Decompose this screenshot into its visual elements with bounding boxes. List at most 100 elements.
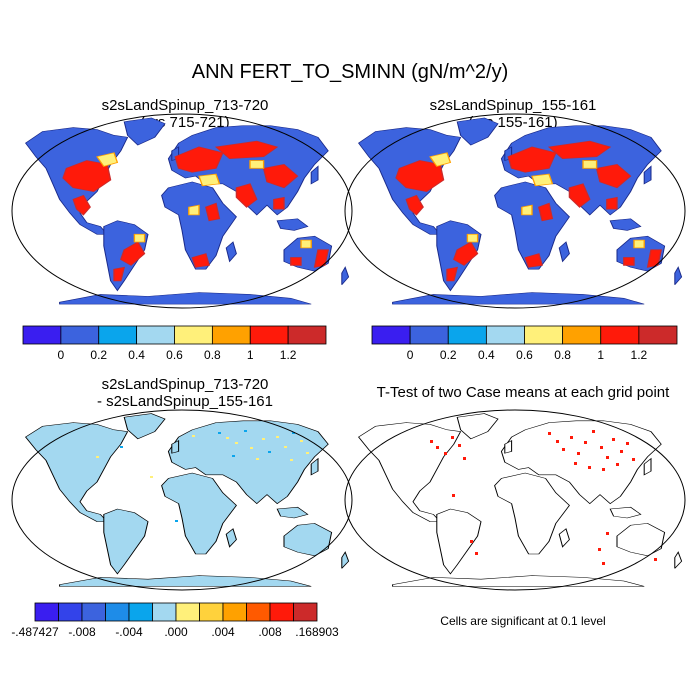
colorbar-2-swatch [485,325,525,345]
difference-specks [96,430,309,522]
difference-cell [250,447,253,449]
difference-cell [96,456,99,458]
significant-cell [620,450,623,453]
map-panel-1 [12,114,352,308]
difference-cell [235,442,238,444]
significant-cell [574,462,577,465]
panel-1-title-line1: s2sLandSpinup_713-720 [101,97,269,114]
colorbar-2-tick-label: 1.2 [631,348,648,362]
colorbar-3-tick-label: -.487427 [11,625,59,639]
colorbar-1-swatch [60,325,100,345]
significant-cell [602,562,605,565]
significant-cell [548,432,551,435]
colorbar-1-tick-label: 0.8 [204,348,221,362]
significant-cell [577,452,580,455]
colorbar-1-tick-label: 0 [58,348,65,362]
significant-cell [452,494,455,497]
colorbar-1-swatch [174,325,213,345]
colorbar-1-swatch [22,325,62,345]
colorbar-3-tick-label: .008 [258,625,282,639]
significant-cell [470,540,473,543]
significant-cell [616,463,619,466]
difference-cell [290,459,293,461]
colorbar-1-swatch [136,325,175,345]
panel-3-title: s2sLandSpinup_713-720 - s2sLandSpinup_15… [20,376,350,410]
difference-cell [244,430,247,432]
significant-cell [451,436,454,439]
colorbar-1-swatch [211,325,251,345]
colorbar-2-tick-label: 1 [597,348,604,362]
difference-cell [120,446,123,448]
panel-4-title: T-Test of two Case means at each grid po… [348,384,698,401]
significant-cell [606,456,609,459]
colorbar-3: -.487427 -.008 -.004 .000 .004 .008 .168903 [11,602,339,639]
colorbar-2-tick-label: 0 [407,348,414,362]
significant-cell [598,548,601,551]
colorbar-3-swatch [81,602,106,622]
colorbar-3-swatch [175,602,200,622]
colorbar-3-swatch [58,602,83,622]
difference-cell [262,438,265,440]
significant-cell [430,440,433,443]
colorbar-2-swatch [638,325,678,345]
colorbar-2-swatch [409,325,449,345]
significance-note: Cells are significant at 0.1 level [440,614,606,628]
colorbar-3-swatch [128,602,153,622]
significant-cell [602,468,605,471]
difference-cell [232,455,235,457]
colorbar-3-swatch [246,602,271,622]
significant-cell [562,448,565,451]
significant-cell [584,441,587,444]
colorbar-2-tick-label: 0.4 [478,348,495,362]
colorbar-1: 0 0.2 0.4 0.6 0.8 1 1.2 [22,325,327,362]
colorbar-2-tick-label: 0.6 [516,348,533,362]
colorbar-3-swatch [152,602,177,622]
colorbar-2-swatch [562,325,602,345]
significant-cell [436,446,439,449]
colorbar-2: 0 0.2 0.4 0.6 0.8 1 1.2 [371,325,678,362]
significant-cell [475,552,478,555]
colorbar-2-swatch [447,325,487,345]
significant-cell [458,444,461,447]
difference-cell [175,520,178,522]
colorbar-3-swatch [293,602,318,622]
colorbar-1-swatch [249,325,289,345]
panel-4-title-line1: T-Test of two Case means at each grid po… [376,384,670,401]
map-panel-4 [345,410,685,590]
significant-cell [588,466,591,469]
significant-cell [463,457,466,460]
difference-cell [226,437,229,439]
difference-cell [150,476,153,478]
colorbar-3-tick-label: -.004 [115,625,143,639]
colorbar-1-swatch [98,325,138,345]
colorbar-2-swatch [524,325,564,345]
main-title: ANN FERT_TO_SMINN (gN/m^2/y) [191,61,509,83]
colorbar-3-swatch [269,602,294,622]
difference-cell [268,451,271,453]
difference-cell [276,436,279,438]
colorbar-2-swatch [371,325,411,345]
significance-dots [430,430,657,565]
panel-2-title-line1: s2sLandSpinup_155-161 [429,97,597,114]
colorbar-3-swatch [199,602,224,622]
colorbar-1-tick-label: 1 [247,348,254,362]
difference-cell [292,432,295,434]
significant-cell [632,458,635,461]
significant-cell [654,558,657,561]
colorbar-1-tick-label: 1.2 [280,348,297,362]
difference-cell [306,452,309,454]
colorbar-1-swatch [287,325,327,345]
colorbar-3-swatch [105,602,130,622]
difference-cell [256,458,259,460]
colorbar-3-swatch [222,602,247,622]
difference-cell [284,446,287,448]
difference-cell [192,435,195,437]
colorbar-1-tick-label: 0.2 [90,348,107,362]
colorbar-2-tick-label: 0.2 [440,348,457,362]
difference-cell [300,440,303,442]
difference-cell [218,432,221,434]
map-panel-2 [345,114,685,308]
colorbar-2-tick-label: 0.8 [554,348,571,362]
significant-cell [444,452,447,455]
